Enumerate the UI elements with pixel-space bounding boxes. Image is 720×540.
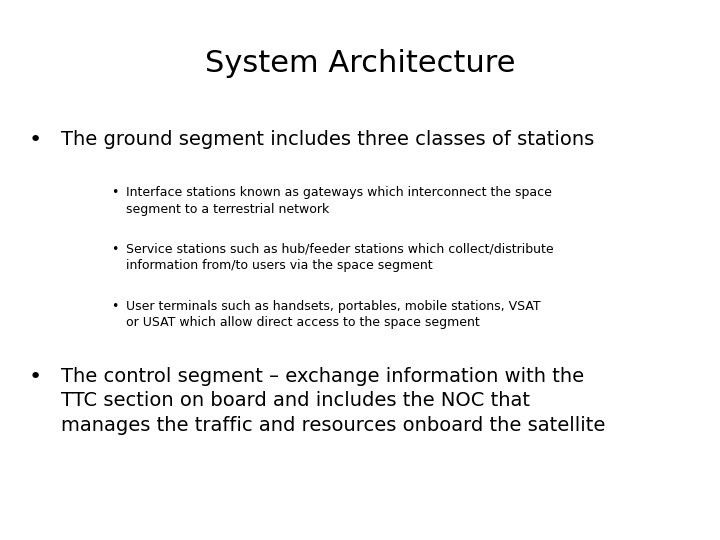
Text: System Architecture: System Architecture [204, 49, 516, 78]
Text: •: • [112, 300, 119, 313]
Text: •: • [112, 186, 119, 199]
Text: The control segment – exchange information with the
TTC section on board and inc: The control segment – exchange informati… [61, 367, 606, 435]
Text: Interface stations known as gateways which interconnect the space
segment to a t: Interface stations known as gateways whi… [126, 186, 552, 216]
Text: Service stations such as hub/feeder stations which collect/distribute
informatio: Service stations such as hub/feeder stat… [126, 243, 554, 273]
Text: User terminals such as handsets, portables, mobile stations, VSAT
or USAT which : User terminals such as handsets, portabl… [126, 300, 541, 329]
Text: •: • [29, 367, 42, 387]
Text: •: • [29, 130, 42, 150]
Text: •: • [112, 243, 119, 256]
Text: The ground segment includes three classes of stations: The ground segment includes three classe… [61, 130, 595, 148]
